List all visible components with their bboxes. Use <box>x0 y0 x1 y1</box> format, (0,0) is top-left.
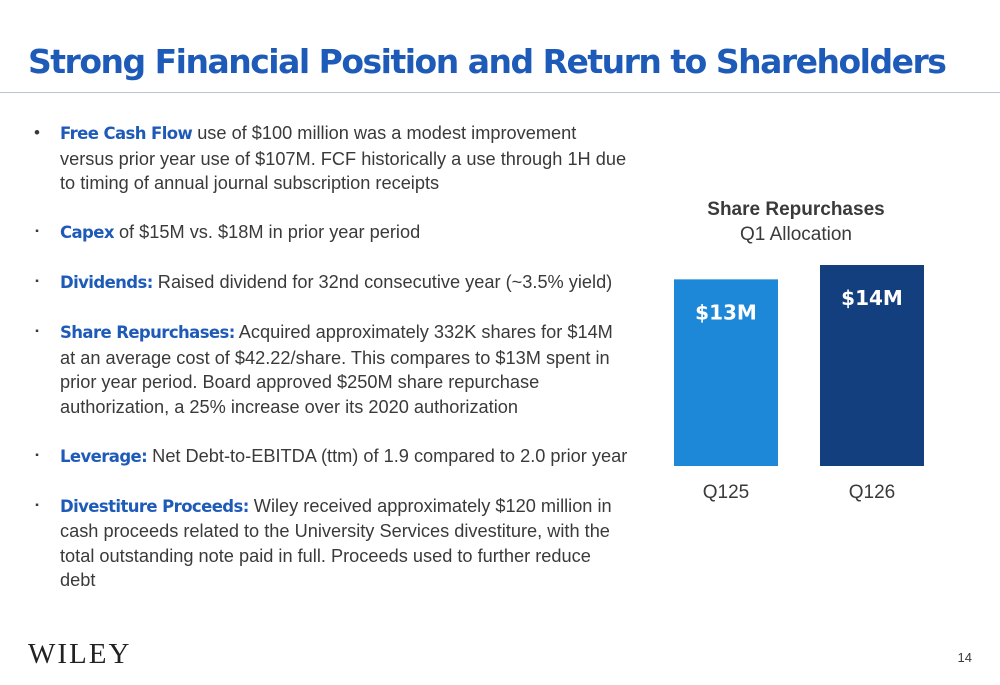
bar-value-label: $14M <box>841 286 903 310</box>
bullet-divestiture-proceeds: ▪ Divestiture Proceeds: Wiley received ap… <box>30 494 630 593</box>
bullet-marker: ▪ <box>35 226 39 237</box>
bullet-dividends: ▪ Dividends: Raised dividend for 32nd con… <box>30 270 630 296</box>
bullet-text: Net Debt-to-EBITDA (ttm) of 1.9 compared… <box>147 445 628 466</box>
bullet-text: Acquired approximately 332K shares for $… <box>60 322 613 417</box>
chart-title: Share Repurchases <box>707 199 885 220</box>
bullet-list: • Free Cash Flow use of $100 million was … <box>30 121 630 617</box>
bar-q126 <box>820 265 924 466</box>
bullet-lead: Dividends: <box>60 273 153 292</box>
page-number: 14 <box>957 650 972 665</box>
bullet-marker: ▪ <box>35 276 39 287</box>
bullet-text: Wiley received approximately $120 millio… <box>60 495 612 591</box>
page-title: Strong Financial Position and Return to … <box>28 42 947 81</box>
bullet-lead: Divestiture Proceeds: <box>60 496 249 516</box>
bullet-text: use of $100 million was a modest improve… <box>60 123 627 193</box>
bar-q125 <box>674 279 778 466</box>
bullet-marker: • <box>34 123 40 142</box>
bullet-share-repurchases: ▪ Share Repurchases: Acquired approximate… <box>30 320 630 419</box>
bullet-marker: ▪ <box>35 499 39 511</box>
bar-value-label: $13M <box>695 300 757 324</box>
wiley-logo: WILEY <box>28 638 132 670</box>
bullet-lead: Leverage: <box>60 446 148 466</box>
bullet-marker: ▪ <box>35 449 39 461</box>
bullet-lead: Free Cash Flow <box>60 124 193 143</box>
title-divider <box>0 92 1000 93</box>
bullet-text: Raised dividend for 32nd consecutive yea… <box>152 272 613 292</box>
category-label: Q126 <box>849 482 895 503</box>
bullet-marker: ▪ <box>35 326 39 337</box>
chart-subtitle: Q1 Allocation <box>740 224 852 245</box>
share-repurchase-chart: $13M Q125 $14M Q126 <box>674 265 924 503</box>
bullet-leverage: ▪ Leverage: Net Debt-to-EBITDA (ttm) of 1… <box>30 444 630 470</box>
category-label: Q125 <box>703 482 749 503</box>
bullet-lead: Capex <box>60 223 114 242</box>
bullet-text: of $15M vs. $18M in prior year period <box>113 222 421 242</box>
bullet-lead: Share Repurchases: <box>60 323 235 342</box>
bullet-free-cash-flow: • Free Cash Flow use of $100 million was … <box>30 121 630 196</box>
bullet-capex: ▪ Capex of $15M vs. $18M in prior year pe… <box>30 220 630 246</box>
